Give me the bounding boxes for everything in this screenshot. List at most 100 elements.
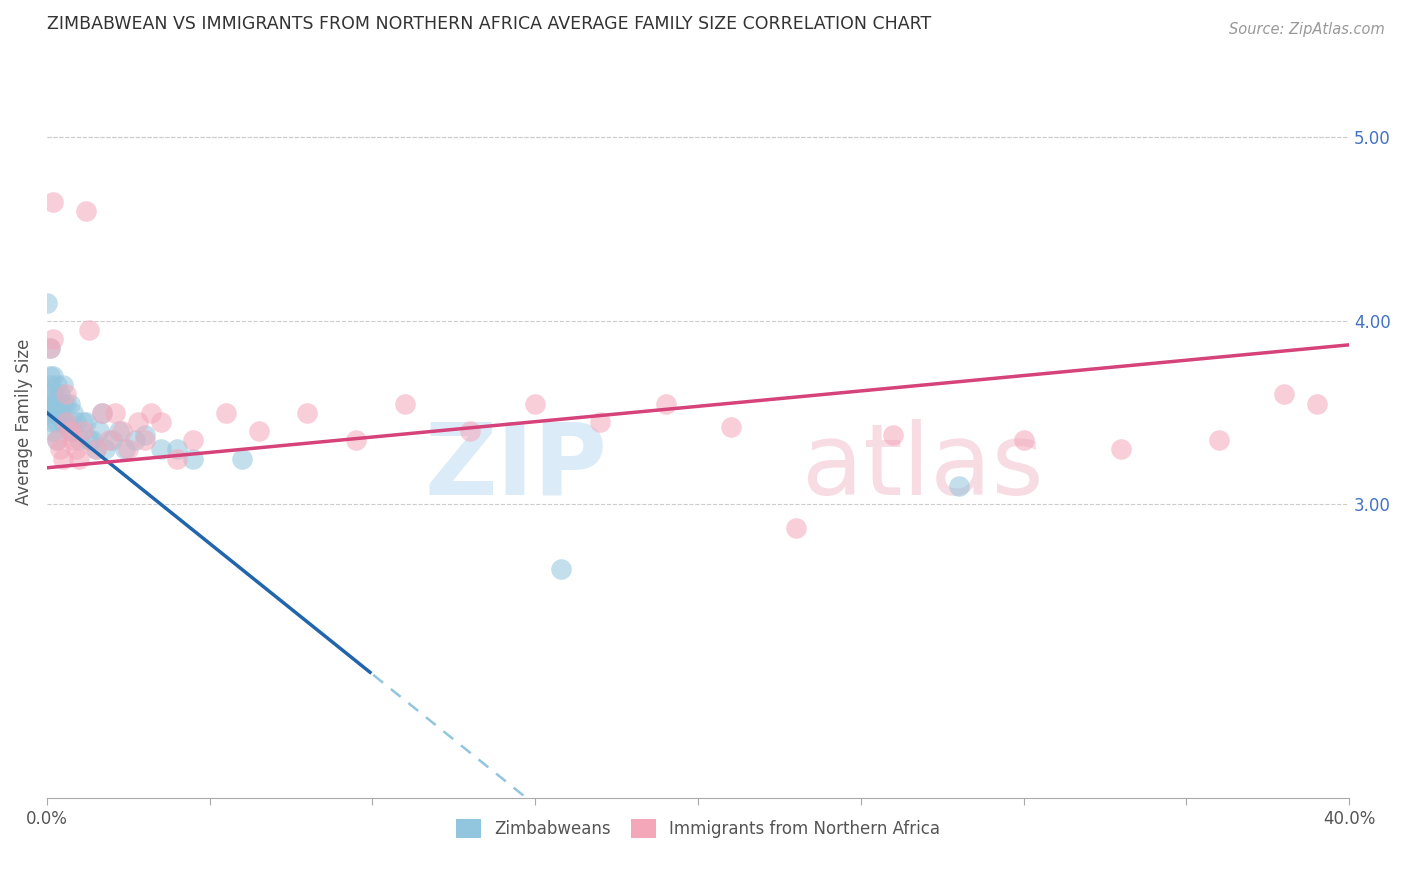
Point bbox=[91, 406, 114, 420]
Point bbox=[149, 415, 172, 429]
Point bbox=[82, 434, 104, 448]
Point bbox=[166, 451, 188, 466]
Point bbox=[59, 424, 82, 438]
Point bbox=[75, 203, 97, 218]
Point bbox=[344, 434, 367, 448]
Point bbox=[59, 396, 82, 410]
Point bbox=[84, 442, 107, 457]
Point bbox=[149, 442, 172, 457]
Point bbox=[72, 415, 94, 429]
Point bbox=[49, 406, 72, 420]
Point bbox=[948, 479, 970, 493]
Point bbox=[35, 387, 58, 401]
Point bbox=[134, 427, 156, 442]
Point bbox=[52, 415, 75, 429]
Point bbox=[59, 424, 82, 438]
Point bbox=[1208, 434, 1230, 448]
Point bbox=[75, 415, 97, 429]
Point bbox=[42, 387, 65, 401]
Point bbox=[1305, 396, 1327, 410]
Point bbox=[101, 434, 124, 448]
Point bbox=[69, 451, 91, 466]
Point bbox=[114, 442, 136, 457]
Text: ZIMBABWEAN VS IMMIGRANTS FROM NORTHERN AFRICA AVERAGE FAMILY SIZE CORRELATION CH: ZIMBABWEAN VS IMMIGRANTS FROM NORTHERN A… bbox=[46, 15, 931, 33]
Point bbox=[589, 415, 612, 429]
Point bbox=[39, 396, 62, 410]
Point bbox=[139, 406, 162, 420]
Point bbox=[394, 396, 416, 410]
Point bbox=[882, 427, 904, 442]
Point bbox=[39, 342, 62, 356]
Point bbox=[1012, 434, 1035, 448]
Point bbox=[52, 378, 75, 392]
Point bbox=[183, 451, 205, 466]
Point bbox=[87, 424, 110, 438]
Point bbox=[127, 415, 149, 429]
Point bbox=[62, 424, 84, 438]
Point bbox=[55, 415, 77, 429]
Point bbox=[111, 424, 134, 438]
Text: atlas: atlas bbox=[803, 418, 1043, 516]
Point bbox=[785, 521, 807, 535]
Point bbox=[72, 424, 94, 438]
Point bbox=[247, 424, 270, 438]
Point bbox=[42, 424, 65, 438]
Point bbox=[654, 396, 676, 410]
Point bbox=[124, 434, 146, 448]
Point bbox=[134, 434, 156, 448]
Point bbox=[45, 434, 67, 448]
Y-axis label: Average Family Size: Average Family Size bbox=[15, 339, 32, 505]
Point bbox=[69, 434, 91, 448]
Point bbox=[117, 442, 139, 457]
Point bbox=[42, 415, 65, 429]
Point bbox=[49, 387, 72, 401]
Legend: Zimbabweans, Immigrants from Northern Africa: Zimbabweans, Immigrants from Northern Af… bbox=[447, 810, 949, 847]
Point bbox=[77, 323, 100, 337]
Point bbox=[52, 451, 75, 466]
Point bbox=[55, 396, 77, 410]
Point bbox=[458, 424, 481, 438]
Point bbox=[104, 406, 127, 420]
Point bbox=[42, 406, 65, 420]
Point bbox=[65, 442, 87, 457]
Point bbox=[42, 369, 65, 384]
Point bbox=[62, 434, 84, 448]
Point bbox=[35, 295, 58, 310]
Point bbox=[91, 406, 114, 420]
Point bbox=[42, 332, 65, 346]
Point bbox=[45, 434, 67, 448]
Point bbox=[39, 342, 62, 356]
Point bbox=[1111, 442, 1133, 457]
Point bbox=[524, 396, 547, 410]
Point bbox=[39, 378, 62, 392]
Point bbox=[97, 434, 120, 448]
Point bbox=[45, 415, 67, 429]
Point bbox=[49, 442, 72, 457]
Point bbox=[84, 442, 107, 457]
Point bbox=[231, 451, 253, 466]
Point bbox=[550, 562, 572, 576]
Point bbox=[45, 396, 67, 410]
Point bbox=[166, 442, 188, 457]
Point bbox=[94, 442, 117, 457]
Point bbox=[62, 406, 84, 420]
Point bbox=[183, 434, 205, 448]
Point bbox=[52, 396, 75, 410]
Point bbox=[39, 406, 62, 420]
Point bbox=[55, 387, 77, 401]
Point bbox=[42, 194, 65, 209]
Point bbox=[65, 415, 87, 429]
Point bbox=[1272, 387, 1295, 401]
Point bbox=[720, 420, 742, 434]
Text: Source: ZipAtlas.com: Source: ZipAtlas.com bbox=[1229, 22, 1385, 37]
Point bbox=[215, 406, 238, 420]
Point bbox=[39, 369, 62, 384]
Point bbox=[45, 406, 67, 420]
Text: ZIP: ZIP bbox=[425, 418, 607, 516]
Point bbox=[297, 406, 319, 420]
Point bbox=[77, 434, 100, 448]
Point bbox=[45, 378, 67, 392]
Point bbox=[107, 424, 129, 438]
Point bbox=[42, 396, 65, 410]
Point bbox=[55, 415, 77, 429]
